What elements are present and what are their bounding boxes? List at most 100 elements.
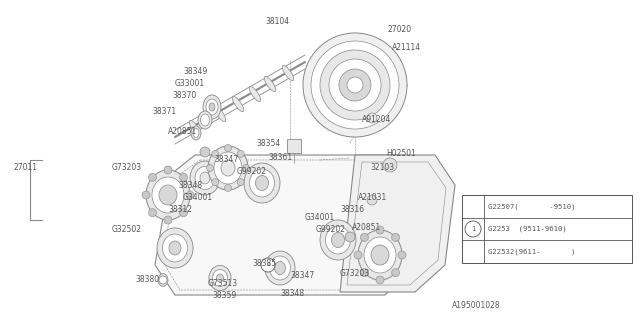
Text: 38347: 38347 bbox=[214, 155, 238, 164]
Bar bbox=[287, 139, 301, 153]
Circle shape bbox=[225, 145, 232, 151]
Ellipse shape bbox=[320, 220, 356, 260]
Ellipse shape bbox=[209, 266, 231, 291]
Text: A20851: A20851 bbox=[352, 223, 381, 233]
Ellipse shape bbox=[332, 233, 344, 247]
Circle shape bbox=[159, 276, 167, 284]
Ellipse shape bbox=[159, 185, 177, 205]
Text: A20851: A20851 bbox=[168, 127, 197, 137]
Circle shape bbox=[360, 233, 369, 241]
Text: 38348: 38348 bbox=[280, 289, 304, 298]
Circle shape bbox=[320, 50, 390, 120]
Ellipse shape bbox=[200, 172, 210, 184]
Text: G34001: G34001 bbox=[183, 194, 213, 203]
Text: G22507(       -9510): G22507( -9510) bbox=[488, 203, 575, 210]
Ellipse shape bbox=[255, 175, 269, 190]
Ellipse shape bbox=[244, 163, 280, 203]
Circle shape bbox=[237, 150, 244, 157]
Ellipse shape bbox=[206, 99, 218, 115]
Text: G34001: G34001 bbox=[305, 213, 335, 222]
Circle shape bbox=[180, 209, 188, 217]
Text: 38361: 38361 bbox=[268, 154, 292, 163]
Text: G22532(9611-       ): G22532(9611- ) bbox=[488, 248, 575, 255]
Text: 1: 1 bbox=[266, 262, 270, 268]
Circle shape bbox=[383, 158, 397, 172]
Circle shape bbox=[367, 195, 377, 205]
Text: G73513: G73513 bbox=[208, 279, 238, 289]
Ellipse shape bbox=[190, 161, 220, 195]
Ellipse shape bbox=[250, 86, 260, 101]
Text: 38316: 38316 bbox=[340, 204, 364, 213]
Text: A91204: A91204 bbox=[362, 116, 392, 124]
Ellipse shape bbox=[209, 103, 215, 111]
Polygon shape bbox=[155, 155, 430, 295]
Ellipse shape bbox=[189, 120, 201, 136]
Ellipse shape bbox=[282, 65, 294, 81]
Circle shape bbox=[225, 185, 232, 191]
Circle shape bbox=[329, 59, 381, 111]
Circle shape bbox=[347, 77, 363, 93]
Text: G99202: G99202 bbox=[237, 166, 267, 175]
Ellipse shape bbox=[358, 230, 402, 280]
Ellipse shape bbox=[203, 95, 221, 119]
Text: 38359: 38359 bbox=[212, 291, 236, 300]
Text: A21114: A21114 bbox=[392, 44, 421, 52]
Text: G73203: G73203 bbox=[340, 269, 370, 278]
Circle shape bbox=[243, 164, 250, 172]
Circle shape bbox=[164, 166, 172, 174]
Ellipse shape bbox=[212, 269, 227, 286]
Circle shape bbox=[164, 216, 172, 224]
Circle shape bbox=[303, 33, 407, 137]
Ellipse shape bbox=[214, 152, 242, 184]
Circle shape bbox=[212, 150, 219, 157]
Ellipse shape bbox=[364, 237, 396, 273]
Text: G73203: G73203 bbox=[112, 163, 142, 172]
Text: 38380: 38380 bbox=[135, 276, 159, 284]
Ellipse shape bbox=[326, 226, 351, 254]
Circle shape bbox=[465, 221, 481, 237]
Circle shape bbox=[200, 147, 210, 157]
Circle shape bbox=[180, 173, 188, 181]
Text: 38347: 38347 bbox=[290, 271, 314, 281]
Circle shape bbox=[311, 41, 399, 129]
Circle shape bbox=[142, 191, 150, 199]
Circle shape bbox=[345, 232, 355, 242]
Ellipse shape bbox=[275, 261, 285, 275]
Ellipse shape bbox=[191, 126, 201, 140]
Ellipse shape bbox=[157, 228, 193, 268]
Text: 38354: 38354 bbox=[256, 140, 280, 148]
Circle shape bbox=[186, 191, 194, 199]
Ellipse shape bbox=[198, 111, 212, 129]
Text: G32502: G32502 bbox=[112, 226, 142, 235]
Text: 38385: 38385 bbox=[252, 259, 276, 268]
Ellipse shape bbox=[232, 96, 244, 112]
Circle shape bbox=[398, 251, 406, 259]
Circle shape bbox=[148, 173, 156, 181]
Ellipse shape bbox=[269, 256, 291, 280]
Text: G99202: G99202 bbox=[316, 226, 346, 235]
Circle shape bbox=[261, 258, 275, 272]
Text: G33001: G33001 bbox=[175, 79, 205, 89]
Circle shape bbox=[376, 276, 384, 284]
Ellipse shape bbox=[195, 166, 215, 189]
Text: 32103: 32103 bbox=[370, 164, 394, 172]
Text: H02501: H02501 bbox=[386, 149, 416, 158]
Text: 27020: 27020 bbox=[388, 26, 412, 35]
Ellipse shape bbox=[371, 245, 389, 265]
Ellipse shape bbox=[208, 146, 248, 190]
Text: 1: 1 bbox=[471, 226, 476, 232]
Ellipse shape bbox=[265, 251, 295, 285]
Ellipse shape bbox=[146, 170, 190, 220]
Text: G2253  (9511-9610): G2253 (9511-9610) bbox=[488, 226, 567, 232]
Ellipse shape bbox=[214, 107, 226, 122]
Circle shape bbox=[392, 269, 399, 277]
Ellipse shape bbox=[216, 274, 223, 282]
Text: 38370: 38370 bbox=[172, 92, 196, 100]
Circle shape bbox=[367, 113, 377, 123]
Circle shape bbox=[148, 209, 156, 217]
Polygon shape bbox=[340, 155, 455, 292]
Ellipse shape bbox=[264, 76, 276, 92]
Ellipse shape bbox=[163, 234, 188, 262]
Circle shape bbox=[237, 179, 244, 186]
Text: 38312: 38312 bbox=[168, 205, 192, 214]
